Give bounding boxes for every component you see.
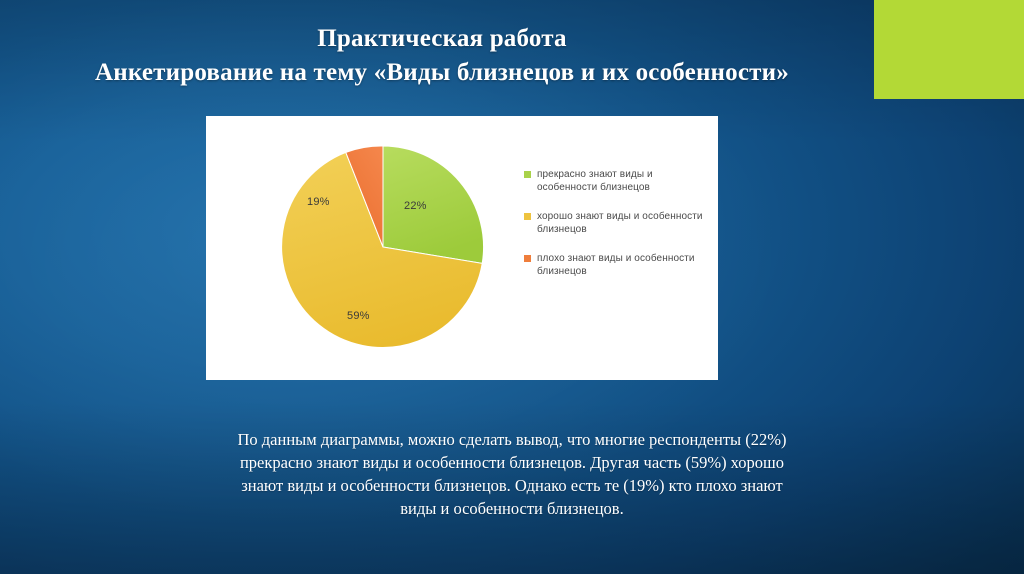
legend-swatch-green-icon bbox=[524, 171, 531, 178]
pie-label-orange: 19% bbox=[307, 196, 330, 208]
pie-slice-green bbox=[382, 145, 485, 264]
pie-slice-yellow bbox=[281, 151, 483, 348]
pie-label-green: 22% bbox=[404, 200, 427, 212]
title-line-2: Анкетирование на тему «Виды близнецов и … bbox=[95, 59, 789, 86]
accent-block bbox=[874, 0, 1024, 99]
slide-caption: По данным диаграммы, можно сделать вывод… bbox=[112, 428, 912, 520]
title-line-1: Практическая работа bbox=[317, 25, 567, 52]
legend-swatch-orange-icon bbox=[524, 255, 531, 262]
caption-line-3: знают виды и особенности близнецов. Одна… bbox=[241, 476, 783, 495]
legend-label-1: хорошо знают виды и особенности близнецо… bbox=[537, 211, 703, 235]
pie-chart: 22% 59% 19% bbox=[274, 138, 492, 356]
legend-label-2: плохо знают виды и особенности близнецов bbox=[537, 253, 695, 277]
legend-item-1: хорошо знают виды и особенности близнецо… bbox=[524, 210, 704, 236]
legend-item-2: плохо знают виды и особенности близнецов bbox=[524, 252, 704, 278]
caption-line-4: виды и особенности близнецов. bbox=[400, 499, 624, 518]
chart-legend: прекрасно знают виды и особенности близн… bbox=[524, 168, 704, 294]
caption-line-1: По данным диаграммы, можно сделать вывод… bbox=[237, 430, 787, 449]
legend-swatch-yellow-icon bbox=[524, 213, 531, 220]
pie-label-yellow: 59% bbox=[347, 310, 370, 322]
pie-slice-orange bbox=[345, 145, 384, 248]
chart-card: 22% 59% 19% прекрасно знают виды и особе… bbox=[206, 116, 718, 380]
legend-label-0: прекрасно знают виды и особенности близн… bbox=[537, 169, 653, 193]
slide-title: Практическая работа Анкетирование на тем… bbox=[0, 22, 884, 90]
pie-svg bbox=[281, 145, 485, 348]
legend-item-0: прекрасно знают виды и особенности близн… bbox=[524, 168, 704, 194]
caption-line-2: прекрасно знают виды и особенности близн… bbox=[239, 453, 785, 472]
